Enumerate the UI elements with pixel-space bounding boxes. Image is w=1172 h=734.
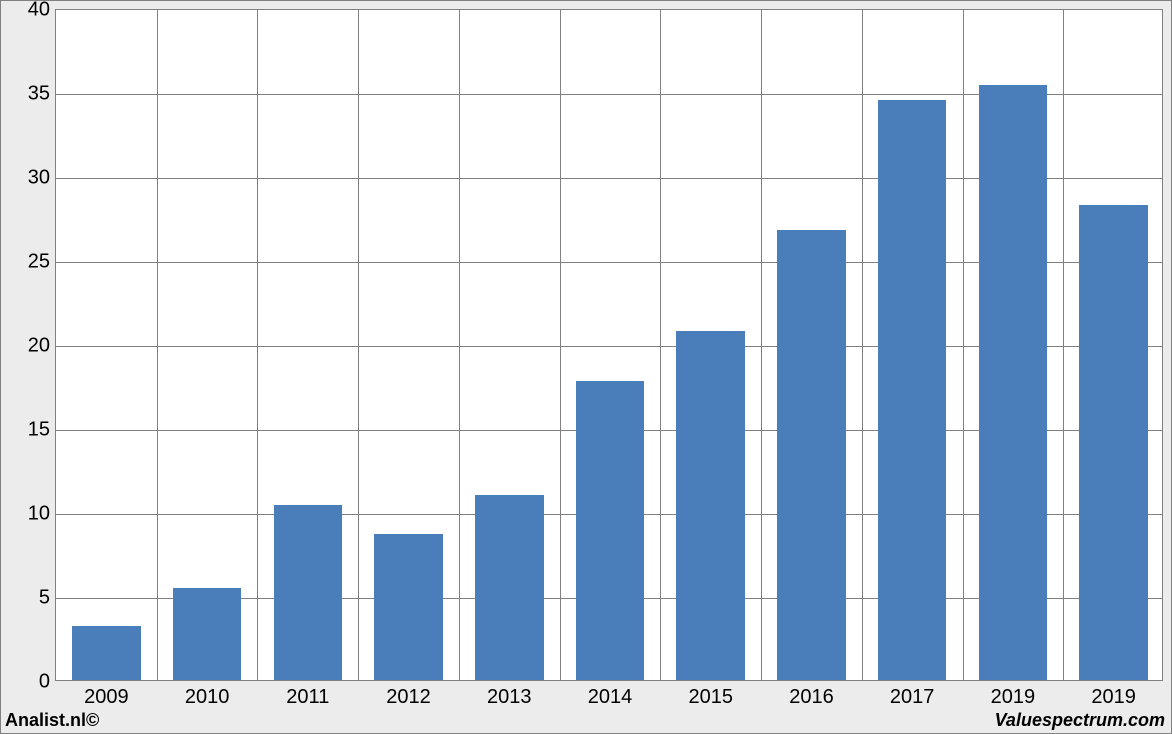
- y-axis-tick-label: 35: [28, 83, 50, 106]
- x-axis-tick-label: 2011: [286, 686, 329, 709]
- y-axis-tick-label: 10: [28, 503, 50, 526]
- x-axis-tick-label: 2019: [991, 686, 1036, 709]
- y-axis-tick-label: 20: [28, 335, 50, 358]
- bar: [878, 100, 946, 680]
- bar: [1079, 205, 1147, 680]
- y-axis-tick-label: 25: [28, 251, 50, 274]
- x-axis-tick-label: 2012: [386, 686, 431, 709]
- y-axis-tick-label: 40: [28, 0, 50, 22]
- x-axis-tick-label: 2014: [588, 686, 633, 709]
- gridline-vertical: [157, 10, 158, 680]
- bar: [72, 626, 140, 680]
- x-axis-tick-label: 2017: [890, 686, 935, 709]
- bar: [374, 534, 442, 680]
- gridline-vertical: [257, 10, 258, 680]
- chart-plot-area: 0510152025303540200920102011201220132014…: [55, 9, 1163, 681]
- bar: [979, 85, 1047, 680]
- gridline-vertical: [1063, 10, 1064, 680]
- x-axis-tick-label: 2016: [789, 686, 834, 709]
- bar: [173, 588, 241, 680]
- gridline-vertical: [459, 10, 460, 680]
- gridline-vertical: [358, 10, 359, 680]
- y-axis-tick-label: 30: [28, 167, 50, 190]
- bar: [274, 505, 342, 680]
- x-axis-tick-label: 2015: [688, 686, 733, 709]
- x-axis-tick-label: 2010: [185, 686, 230, 709]
- gridline-vertical: [862, 10, 863, 680]
- bar: [576, 381, 644, 680]
- y-axis-tick-label: 0: [39, 671, 50, 694]
- y-axis-tick-label: 5: [39, 587, 50, 610]
- gridline-vertical: [963, 10, 964, 680]
- gridline-vertical: [560, 10, 561, 680]
- x-axis-tick-label: 2013: [487, 686, 532, 709]
- y-axis-tick-label: 15: [28, 419, 50, 442]
- chart-outer-frame: 0 5 10 15 20 25 30 35 40 2009 2010 2011 2012 2013 2014…: [0, 0, 1172, 734]
- gridline-vertical: [761, 10, 762, 680]
- bar: [475, 495, 543, 680]
- x-axis-tick-label: 2009: [84, 686, 129, 709]
- gridline-vertical: [660, 10, 661, 680]
- x-axis-tick-label: 2019: [1091, 686, 1136, 709]
- footer-left-text: Analist.nl©: [5, 710, 99, 731]
- bar: [676, 331, 744, 680]
- bar: [777, 230, 845, 680]
- footer-right-text: Valuespectrum.com: [995, 710, 1165, 731]
